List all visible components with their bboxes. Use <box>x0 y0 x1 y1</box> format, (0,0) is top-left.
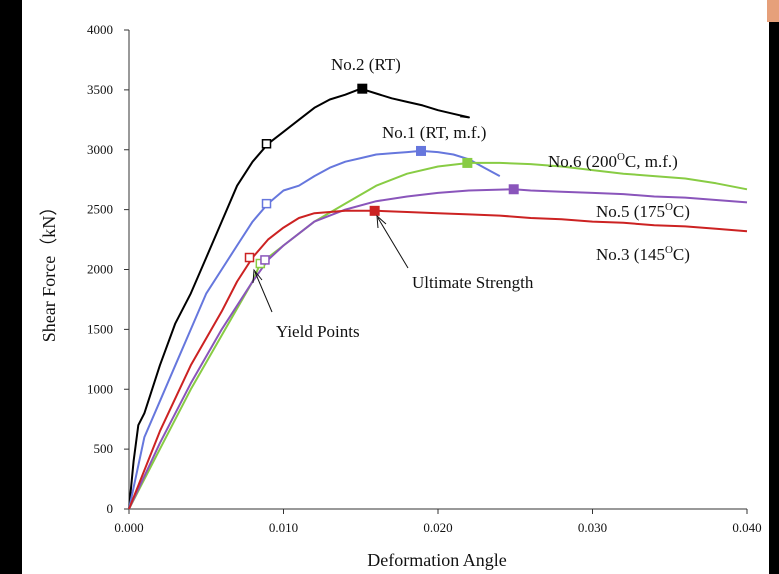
x-tick-label: 0.020 <box>423 520 452 535</box>
y-axis-title: Shear Force（kN） <box>39 198 59 342</box>
x-axis-title: Deformation Angle <box>367 550 506 570</box>
y-tick-label: 2000 <box>87 262 113 277</box>
y-tick-label: 2500 <box>87 202 113 217</box>
label-no3-part1: No.3 (145 <box>596 245 665 264</box>
yield-point-marker <box>260 255 270 265</box>
label-no2: No.2 (RT) <box>331 55 401 74</box>
yield-point-marker <box>261 198 272 209</box>
series-line-4 <box>128 188 748 510</box>
label-no6-part2: C, m.f.) <box>625 152 678 171</box>
ultimate-point-marker <box>369 205 380 216</box>
annotation-yield-arrow <box>254 271 273 313</box>
axes <box>124 29 748 514</box>
label-no5-superscript: O <box>665 201 673 213</box>
chart-frame <box>22 0 769 574</box>
y-tick-label: 3500 <box>87 82 113 97</box>
ultimate-point-marker <box>416 145 427 156</box>
y-tick-label: 500 <box>94 441 114 456</box>
x-tick-label: 0.040 <box>732 520 761 535</box>
series-markers <box>244 83 519 269</box>
label-no6-part1: No.6 (200 <box>548 152 617 171</box>
x-tick-label: 0.010 <box>269 520 298 535</box>
label-no3-part2: C) <box>673 245 690 264</box>
tick-labels: 0 500 1000 1500 2000 2500 3000 3500 4000 0.000 0.0… <box>87 22 762 535</box>
corner-mark <box>767 0 779 22</box>
annotation-yield-arrowhead <box>252 268 263 284</box>
label-no5-part1: No.5 (175 <box>596 202 665 221</box>
label-no5: No.5 (175OC) <box>596 201 690 221</box>
y-tick-label: 1000 <box>87 381 113 396</box>
series-line-2 <box>128 149 501 510</box>
label-no6: No.6 (200OC, m.f.) <box>548 151 678 171</box>
annotation-yield-points: Yield Points <box>276 322 360 341</box>
label-no3-superscript: O <box>665 244 673 256</box>
x-tick-label: 0.000 <box>114 520 143 535</box>
yield-point-marker <box>244 252 255 263</box>
series-lines <box>128 87 748 510</box>
series-line-3 <box>128 161 748 510</box>
y-tick-label: 3000 <box>87 142 113 157</box>
y-tick-label: 0 <box>107 501 114 516</box>
label-no1: No.1 (RT, m.f.) <box>382 123 486 142</box>
ultimate-point-marker <box>508 184 519 195</box>
series-line-1 <box>128 87 470 510</box>
annotation-ultimate-strength: Ultimate Strength <box>412 273 534 292</box>
x-tick-label: 0.030 <box>578 520 607 535</box>
yield-point-marker <box>261 139 272 149</box>
label-no3: No.3 (145OC) <box>596 244 690 264</box>
annotation-ultimate-arrowhead <box>376 214 387 229</box>
label-no5-part2: C) <box>673 202 690 221</box>
label-no6-superscript: O <box>617 151 625 163</box>
ultimate-point-marker <box>462 157 473 168</box>
y-tick-label: 4000 <box>87 22 113 37</box>
annotation-ultimate-arrow <box>377 217 409 269</box>
y-tick-label: 1500 <box>87 321 113 336</box>
ultimate-point-marker <box>357 83 368 94</box>
